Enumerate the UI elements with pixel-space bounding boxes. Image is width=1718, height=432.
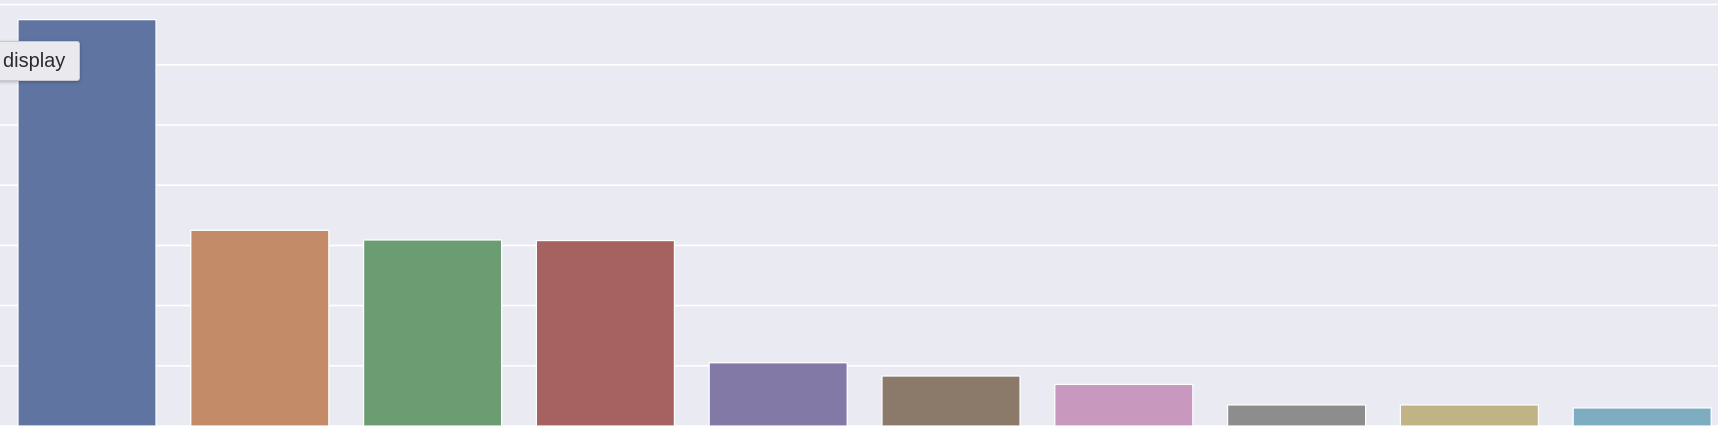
bar-5[interactable]: [709, 363, 847, 426]
bar-2[interactable]: [191, 230, 329, 426]
bar-4[interactable]: [536, 241, 674, 426]
bar-10[interactable]: [1573, 408, 1711, 426]
bar-7[interactable]: [1055, 384, 1193, 426]
bar-8[interactable]: [1228, 405, 1366, 426]
bar-9[interactable]: [1400, 405, 1538, 426]
tooltip: display: [0, 41, 80, 81]
tooltip-text: display: [3, 50, 65, 72]
bar-3[interactable]: [364, 240, 502, 426]
bar-6[interactable]: [882, 376, 1020, 426]
